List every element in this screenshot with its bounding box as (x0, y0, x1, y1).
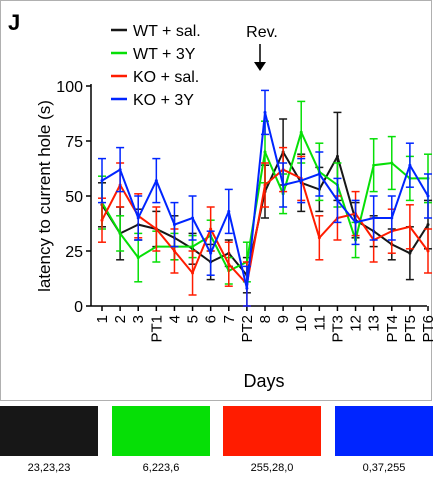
data-point (390, 216, 394, 220)
swatch-blue (335, 406, 433, 456)
reversal-annotation: Rev. (246, 24, 278, 41)
data-point (191, 245, 195, 249)
x-tick-label: 13 (366, 315, 383, 332)
series-marks (98, 89, 432, 307)
data-point (408, 225, 412, 229)
data-point (227, 262, 231, 266)
legend-label: WT + 3Y (133, 46, 196, 63)
legend-label: KO + sal. (133, 69, 199, 86)
data-point (100, 179, 104, 183)
data-point (245, 286, 249, 290)
y-axis-label: latency to current hole (s) (35, 100, 54, 292)
data-point (100, 218, 104, 222)
x-tick-label: 12 (348, 315, 365, 332)
data-point (118, 231, 122, 235)
data-point (372, 216, 376, 220)
data-point (408, 251, 412, 255)
data-point (154, 227, 158, 231)
x-tick-label: 4 (166, 315, 183, 323)
data-point (172, 249, 176, 253)
data-point (299, 130, 303, 134)
swatch-label: 6,223,6 (142, 462, 180, 474)
x-tick-label: PT2 (239, 315, 256, 343)
data-point (426, 223, 430, 227)
swatch-red (223, 406, 321, 456)
chart: J latency to current hole (s) Days Rev. … (0, 0, 433, 401)
data-point (191, 216, 195, 220)
x-tick-label: 10 (293, 315, 310, 332)
x-tick-label: 6 (203, 315, 220, 323)
x-tick-label: PT3 (329, 315, 346, 343)
y-tick-label: 75 (65, 134, 83, 151)
reversal-arrow (254, 44, 266, 71)
data-point (299, 179, 303, 183)
data-point (191, 271, 195, 275)
x-tick-label: 7 (221, 315, 238, 323)
data-point (172, 223, 176, 227)
y-tick-label: 100 (56, 79, 83, 96)
x-axis-label: Days (243, 371, 284, 391)
data-point (426, 194, 430, 198)
swatch-black (0, 406, 98, 456)
data-point (426, 249, 430, 253)
x-tick-label: PT5 (402, 315, 419, 343)
data-point (263, 183, 267, 187)
x-tick-label: PT1 (148, 315, 165, 343)
data-point (390, 161, 394, 165)
data-point (263, 150, 267, 154)
color-swatch-row: 23,23,23 6,223,6 255,28,0 0,37,255 (0, 406, 433, 491)
arrow-head (254, 62, 266, 71)
legend: WT + sal. WT + 3Y KO + sal. KO + 3Y (111, 23, 201, 109)
x-tick-label: 9 (275, 315, 292, 323)
data-point (154, 179, 158, 183)
data-point (408, 163, 412, 167)
x-tick-label: PT4 (384, 315, 401, 343)
data-point (335, 198, 339, 202)
data-point (372, 163, 376, 167)
swatch-label: 23,23,23 (27, 462, 71, 474)
data-point (354, 220, 358, 224)
swatch-green (112, 406, 210, 456)
chart-border (0, 0, 432, 401)
data-point (317, 236, 321, 240)
data-point (209, 251, 213, 255)
legend-label: WT + sal. (133, 23, 201, 40)
data-point (136, 216, 140, 220)
x-tick-label: PT6 (420, 315, 433, 343)
series-group (98, 89, 432, 307)
y-tick-label: 25 (65, 244, 83, 261)
data-point (281, 183, 285, 187)
x-tick-label: 8 (257, 315, 274, 323)
x-tick-label: 1 (94, 315, 111, 323)
panel-letter: J (8, 10, 20, 35)
data-point (136, 256, 140, 260)
x-tick-label: 3 (130, 315, 147, 323)
swatch-label: 255,28,0 (250, 462, 294, 474)
swatch-label: 0,37,255 (362, 462, 406, 474)
x-tick-label: 11 (311, 315, 328, 331)
data-point (118, 168, 122, 172)
data-point (317, 172, 321, 176)
x-tick-label: 5 (185, 315, 202, 323)
y-tick-label: 0 (74, 299, 83, 316)
data-point (209, 227, 213, 231)
legend-label: KO + 3Y (133, 92, 194, 109)
x-tick-label: 2 (112, 315, 129, 323)
data-point (263, 110, 267, 114)
data-point (227, 209, 231, 213)
y-tick-label: 50 (65, 189, 83, 206)
data-point (335, 154, 339, 158)
